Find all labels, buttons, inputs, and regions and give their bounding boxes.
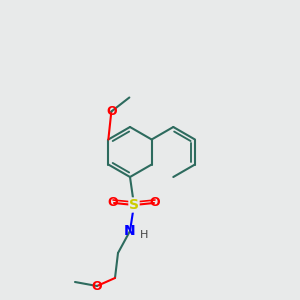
Text: O: O [108,196,118,209]
Text: S: S [129,198,139,212]
Text: O: O [92,280,102,292]
Text: H: H [140,230,148,240]
Text: O: O [106,105,117,118]
Text: O: O [150,196,160,209]
Text: N: N [124,224,136,238]
